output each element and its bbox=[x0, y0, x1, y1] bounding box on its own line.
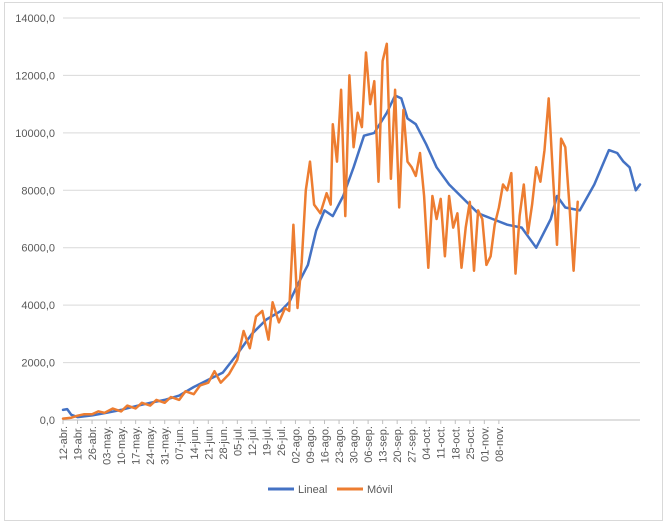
x-tick-label: 19-abr. bbox=[73, 426, 85, 460]
x-tick-label: 07-jun. bbox=[174, 426, 186, 460]
y-tick-label: 8000,0 bbox=[21, 185, 55, 197]
x-tick-label: 04-oct. bbox=[421, 426, 433, 460]
x-axis-ticks: 12-abr. 19-abr. 26-abr. 03-may. 10-may. 17-ma… bbox=[58, 420, 506, 465]
x-tick-label: 12-abr. bbox=[58, 426, 70, 460]
x-tick-label: 31-may. bbox=[160, 426, 172, 465]
series-line-movil bbox=[61, 42, 579, 420]
y-axis-ticks: 0,0 2000,0 4000,0 6000,0 8000,0 10000,0 12000,… bbox=[15, 13, 55, 427]
y-tick-label: 10000,0 bbox=[15, 128, 55, 140]
x-tick-label: 05-jul. bbox=[232, 426, 244, 456]
x-tick-label: 02-ago. bbox=[290, 426, 302, 463]
x-tick-label: 25-oct. bbox=[465, 426, 477, 460]
x-tick-label: 24-may. bbox=[145, 426, 157, 465]
legend: Lineal Móvil bbox=[268, 484, 393, 496]
x-tick-label: 12-jul. bbox=[247, 426, 259, 456]
x-tick-label: 09-ago. bbox=[305, 426, 317, 463]
legend-label-movil: Móvil bbox=[367, 484, 393, 496]
x-tick-label: 23-ago. bbox=[334, 426, 346, 463]
x-tick-label: 16-ago. bbox=[320, 426, 332, 463]
series-line-lineal bbox=[61, 94, 642, 419]
x-tick-label: 26-abr. bbox=[87, 426, 99, 460]
x-tick-label: 06-sep. bbox=[363, 426, 375, 463]
x-tick-label: 14-jun. bbox=[189, 426, 201, 460]
y-tick-label: 12000,0 bbox=[15, 70, 55, 82]
x-tick-label: 08-nov. bbox=[494, 426, 506, 462]
x-tick-label: 01-nov. bbox=[479, 426, 491, 462]
x-tick-label: 11-oct. bbox=[436, 426, 448, 459]
legend-label-lineal: Lineal bbox=[298, 484, 327, 496]
x-tick-label: 17-may. bbox=[131, 426, 143, 465]
gridlines bbox=[63, 17, 640, 364]
chart-frame bbox=[4, 2, 663, 521]
x-tick-label: 13-sep. bbox=[378, 426, 390, 463]
x-tick-label: 26-jul. bbox=[276, 426, 288, 456]
y-tick-label: 0,0 bbox=[40, 415, 55, 427]
x-tick-label: 30-ago. bbox=[349, 426, 361, 463]
y-tick-label: 2000,0 bbox=[21, 358, 55, 370]
x-tick-label: 27-sep. bbox=[407, 426, 419, 463]
x-tick-label: 20-sep. bbox=[392, 426, 404, 463]
y-tick-label: 14000,0 bbox=[15, 13, 55, 25]
x-tick-label: 10-may. bbox=[116, 426, 128, 465]
x-tick-label: 18-oct. bbox=[450, 426, 462, 460]
x-tick-label: 03-may. bbox=[102, 426, 114, 465]
series-lines bbox=[61, 42, 642, 420]
y-tick-label: 4000,0 bbox=[21, 300, 55, 312]
x-tick-label: 28-jun. bbox=[218, 426, 230, 460]
x-tick-label: 21-jun. bbox=[203, 426, 215, 460]
x-tick-label: 19-jul. bbox=[261, 426, 273, 456]
y-tick-label: 6000,0 bbox=[21, 243, 55, 255]
